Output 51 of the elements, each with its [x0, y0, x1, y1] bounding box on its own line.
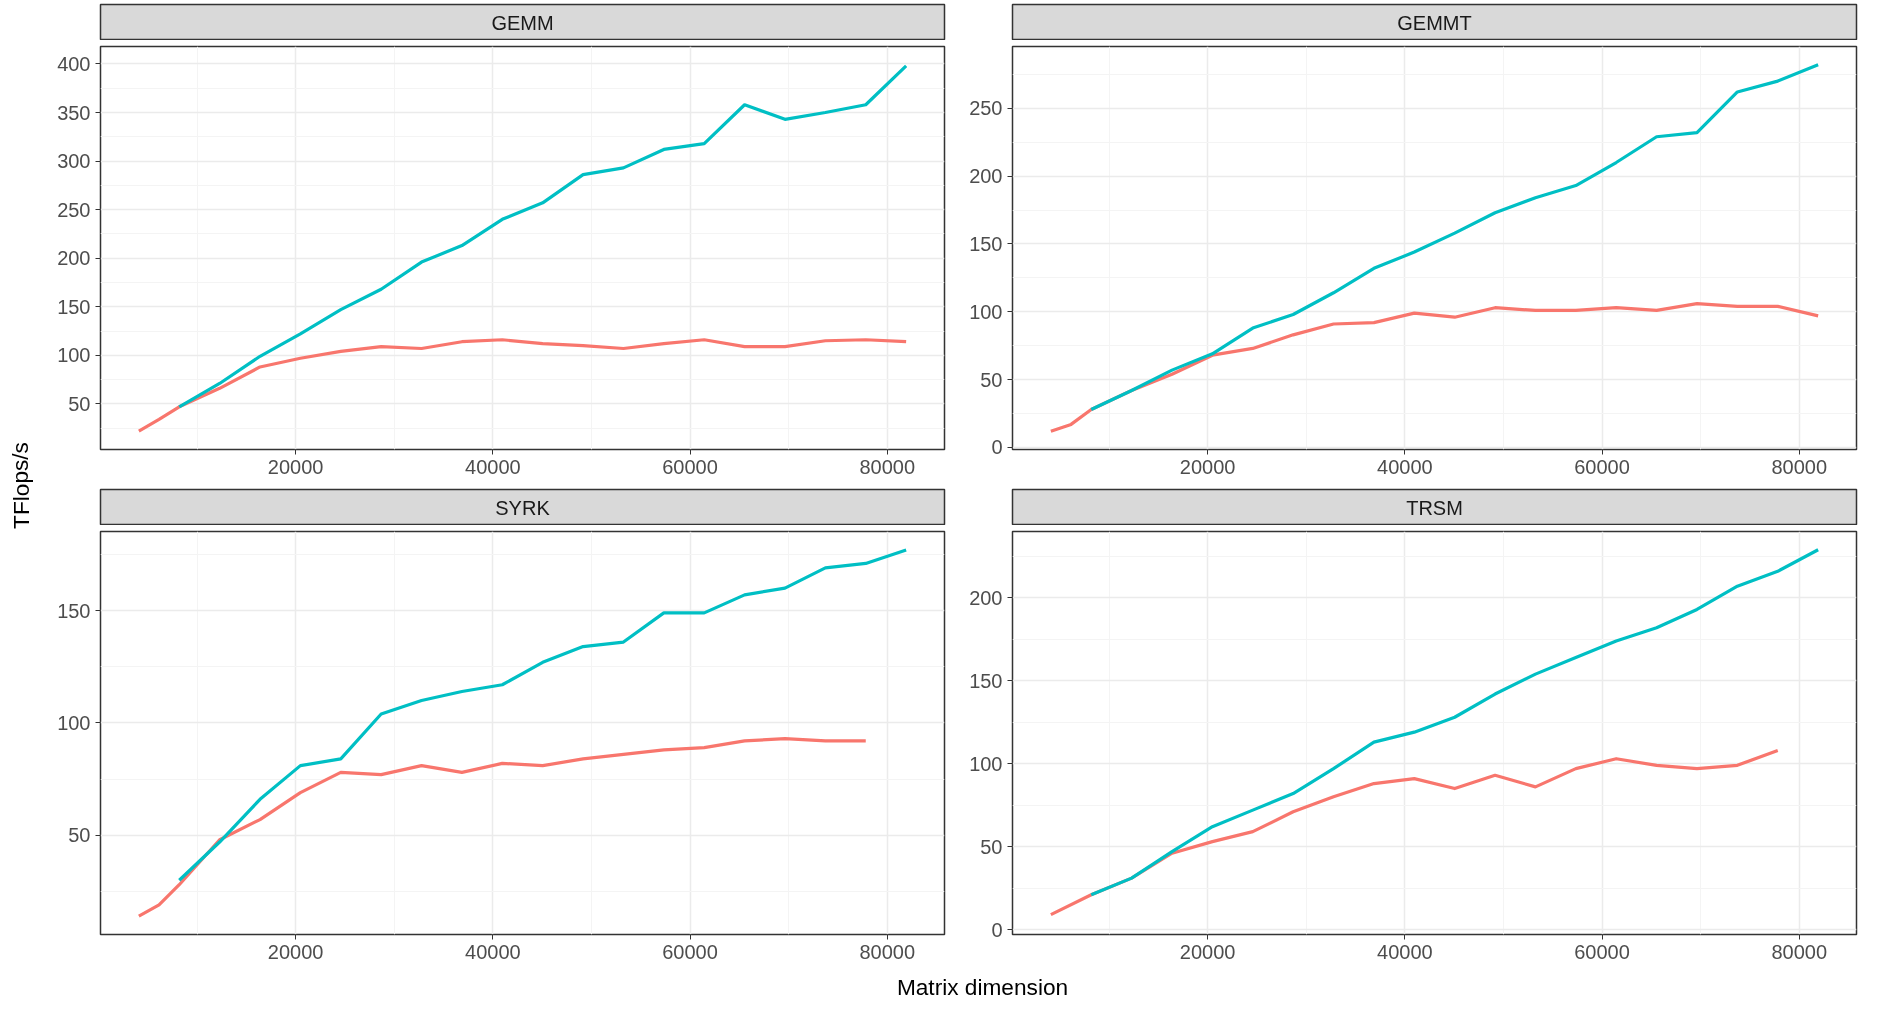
x-tick-label: 40000: [1377, 940, 1433, 963]
x-tick-label: 60000: [662, 455, 718, 478]
chart-title: SYRK: [495, 496, 551, 519]
y-tick-label: 300: [57, 150, 91, 173]
x-tick-label: 60000: [662, 940, 718, 963]
line-series: [177, 548, 908, 882]
line-series: [137, 338, 908, 433]
x-tick-label: 20000: [1179, 455, 1236, 478]
y-tick-label: 200: [969, 165, 1003, 188]
y-tick-label: 50: [68, 392, 91, 415]
x-tick-label: 80000: [1771, 940, 1828, 963]
y-tick-label: 0: [991, 918, 1003, 941]
y-tick-label: 100: [57, 344, 91, 367]
y-tick-label: 50: [980, 368, 1003, 391]
x-tick-label: 20000: [1179, 940, 1236, 963]
y-tick-label: 100: [57, 711, 91, 734]
x-tick-label: 40000: [465, 940, 521, 963]
line-series: [1049, 302, 1820, 433]
chart-title: TRSM: [1406, 496, 1463, 519]
y-tick-label: 150: [57, 295, 91, 318]
chart-title: GEMMT: [1397, 11, 1472, 34]
x-tick-label: 80000: [859, 455, 916, 478]
x-tick-label: 40000: [465, 455, 521, 478]
x-tick-label: 80000: [859, 940, 916, 963]
x-axis-title: Matrix dimension: [896, 973, 1069, 1000]
y-tick-label: 200: [969, 586, 1003, 609]
y-tick-label: 400: [57, 52, 91, 75]
y-tick-label: 200: [57, 247, 91, 270]
y-tick-label: 250: [969, 97, 1003, 120]
y-tick-label: 150: [969, 232, 1003, 255]
line-series: [1089, 63, 1820, 412]
y-tick-label: 100: [969, 300, 1003, 323]
y-tick-label: 350: [57, 101, 91, 124]
x-tick-label: 80000: [1771, 455, 1828, 478]
y-tick-label: 150: [57, 599, 91, 622]
line-series: [177, 64, 908, 409]
chart-title: GEMM: [491, 11, 554, 34]
y-tick-label: 100: [969, 752, 1003, 775]
x-tick-label: 20000: [267, 940, 324, 963]
y-tick-label: 50: [68, 824, 91, 847]
y-tick-label: 250: [57, 198, 91, 221]
y-axis-title: TFlops/s: [7, 442, 34, 529]
x-tick-label: 60000: [1574, 455, 1630, 478]
line-series: [1089, 548, 1820, 897]
y-tick-label: 50: [980, 835, 1003, 858]
line-series: [137, 737, 868, 918]
y-tick-label: 150: [969, 669, 1003, 692]
x-tick-label: 40000: [1377, 455, 1433, 478]
x-tick-label: 60000: [1574, 940, 1630, 963]
y-tick-label: 0: [991, 436, 1003, 459]
x-tick-label: 20000: [267, 455, 324, 478]
